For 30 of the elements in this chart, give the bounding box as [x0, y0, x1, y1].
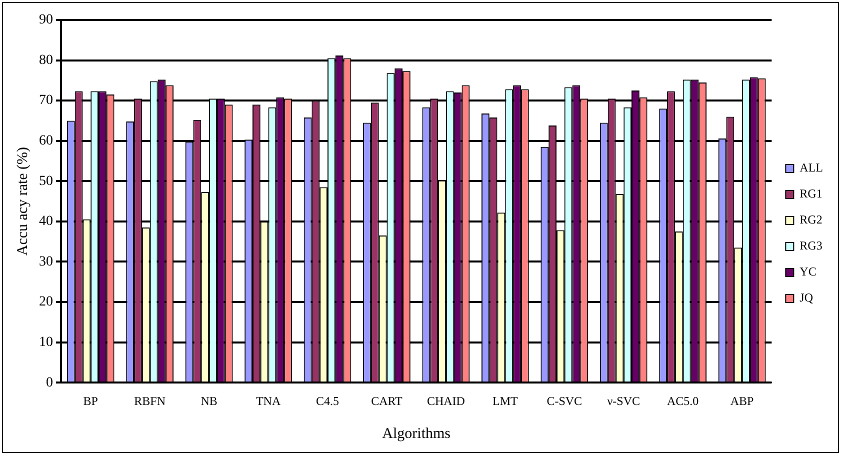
y-tick-label: 40	[39, 214, 53, 230]
x-tick-label: CART	[371, 394, 404, 408]
x-tick-label: C4.5	[316, 394, 340, 408]
x-tick-label: ν-SVC	[607, 394, 640, 408]
y-tick-label: 90	[39, 12, 53, 28]
legend-label: JQ	[800, 290, 814, 305]
x-tick-label: ABP	[730, 394, 754, 408]
y-tick-label: 60	[39, 134, 53, 149]
x-tick-label: AC5.0	[667, 394, 699, 408]
legend-label: RG3	[800, 238, 822, 253]
x-axis-title: Algorithms	[382, 426, 451, 442]
x-tick-label: CHAID	[426, 394, 466, 408]
y-tick-label: 70	[39, 93, 53, 108]
legend-label: YC	[800, 264, 816, 279]
legend-label: RG2	[800, 212, 822, 227]
x-tick-label: RBFN	[134, 394, 166, 408]
x-tick-label: NB	[200, 394, 218, 408]
y-axis-title: Accu acy rate (%)	[14, 146, 31, 256]
y-tick-label: 80	[39, 52, 53, 68]
legend-label: ALL	[800, 160, 823, 175]
legend-label: RG1	[800, 186, 822, 201]
y-tick-label: 30	[39, 254, 53, 270]
x-tick-label: TNA	[256, 394, 281, 408]
y-tick-label: 20	[39, 294, 53, 310]
x-tick-label: C-SVC	[546, 394, 582, 408]
y-tick-label: 50	[39, 174, 53, 189]
y-tick-label: 0	[46, 375, 53, 390]
y-tick-label: 10	[39, 334, 53, 350]
x-tick-label: LMT	[492, 394, 518, 408]
x-tick-label: BP	[83, 394, 98, 408]
